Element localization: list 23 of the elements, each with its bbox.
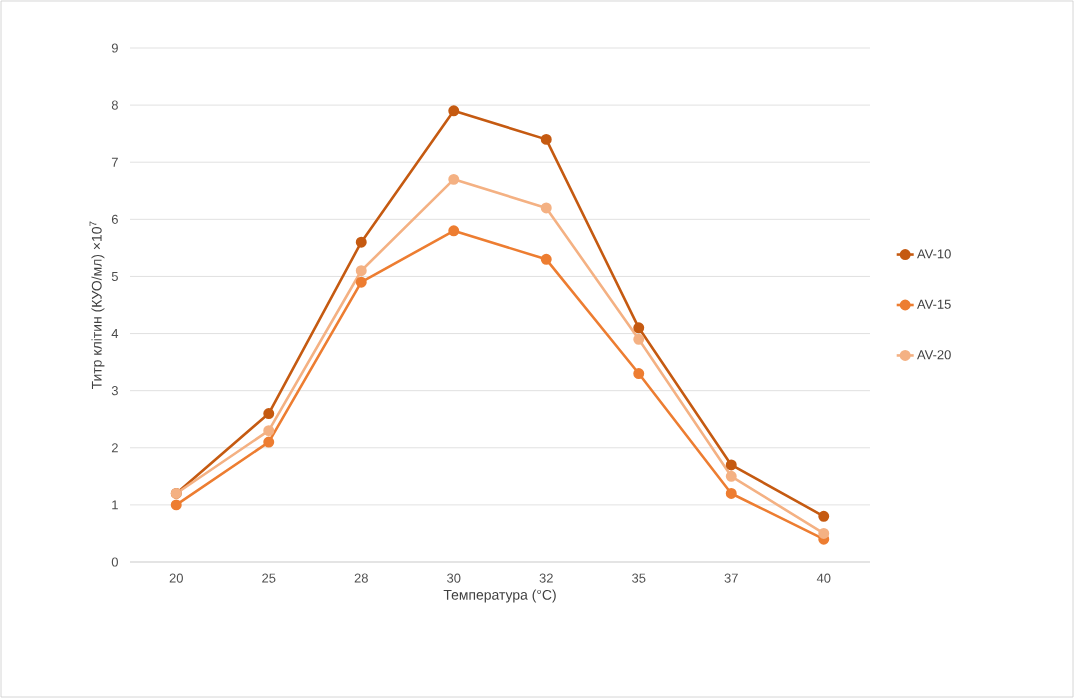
- x-tick-label: 37: [724, 573, 738, 583]
- x-tick-label: 32: [539, 573, 553, 583]
- y-axis-title: Титр клітин (КУО/мл) ×10$^{7}$: [89, 221, 105, 390]
- y-tick-label: 4: [111, 329, 119, 339]
- x-tick-label: 25: [262, 573, 276, 583]
- x-tick-label: 28: [354, 573, 368, 583]
- y-tick-label: 9: [111, 43, 118, 53]
- x-tick-label: 20: [169, 573, 183, 583]
- y-tick-label: 7: [111, 157, 118, 167]
- x-tick-label: 35: [632, 573, 646, 583]
- x-axis-title: Температура (°C): [443, 589, 556, 603]
- y-tick-label: 0: [111, 557, 118, 567]
- legend-label: AV-20: [917, 350, 951, 360]
- y-tick-label: 3: [111, 386, 118, 396]
- y-tick-label: 8: [111, 100, 118, 110]
- legend-label: AV-10: [917, 249, 951, 259]
- y-tick-label: 6: [111, 214, 118, 224]
- x-tick-label: 30: [447, 573, 461, 583]
- x-tick-label: 40: [816, 573, 831, 583]
- legend-label: AV-15: [917, 299, 951, 309]
- y-tick-label: 2: [111, 443, 118, 453]
- y-tick-label: 5: [111, 271, 118, 281]
- y-tick-label: 1: [112, 500, 118, 510]
